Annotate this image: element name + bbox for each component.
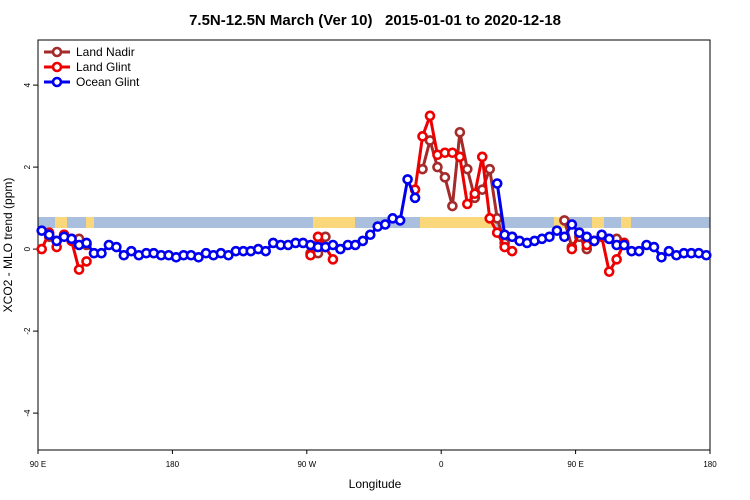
y-tick-label: -4 (23, 409, 32, 417)
series (36, 174, 712, 263)
ocean-band (38, 217, 710, 228)
data-point (574, 227, 585, 238)
data-point (551, 225, 563, 236)
data-point (350, 239, 361, 251)
data-point (417, 131, 428, 142)
data-point (223, 249, 234, 261)
data-point (312, 231, 324, 243)
data-point (394, 215, 406, 226)
data-point (559, 231, 570, 243)
data-point (439, 172, 451, 183)
x-tick-label: 0 (439, 460, 444, 469)
data-point (111, 241, 122, 253)
data-point (462, 163, 473, 175)
data-point (618, 239, 630, 251)
data-point (66, 233, 77, 245)
data-point (544, 231, 555, 243)
data-point (603, 266, 615, 277)
data-point (402, 174, 413, 185)
legend-marker (51, 61, 63, 73)
data-point (43, 229, 55, 241)
data-point (596, 229, 608, 241)
data-point (499, 241, 510, 253)
x-tick-label: 180 (166, 460, 180, 469)
x-axis-label: Longitude (349, 477, 402, 491)
data-point (81, 237, 92, 249)
data-point (81, 256, 92, 267)
data-point (447, 200, 458, 212)
data-point (409, 192, 421, 204)
x-tick-label: 90 E (30, 460, 46, 469)
x-tick-label: 90 E (567, 460, 583, 469)
data-point (424, 110, 436, 122)
legend-label: Land Glint (76, 60, 131, 74)
plot-frame (37, 39, 711, 451)
land-patch (313, 217, 355, 228)
data-point (327, 239, 339, 251)
data-point (193, 251, 204, 263)
data-point (566, 219, 578, 230)
data-point (118, 249, 130, 261)
legend-label: Ocean Glint (76, 75, 140, 89)
data-point (96, 247, 107, 259)
data-point (462, 198, 473, 210)
data-point (663, 245, 675, 257)
y-tick-label: 2 (23, 164, 32, 169)
y-tick-label: 4 (23, 82, 32, 87)
land-patch (420, 217, 496, 228)
data-point (260, 245, 272, 257)
data-point (656, 251, 667, 263)
data-point (700, 249, 712, 261)
legend-marker (51, 76, 63, 88)
land-patch (55, 217, 67, 228)
data-point (484, 163, 496, 175)
land-patch (592, 217, 604, 228)
x-tick-label: 90 W (297, 460, 316, 469)
data-point (469, 188, 481, 200)
data-point (611, 254, 622, 265)
data-point (491, 178, 503, 189)
data-point (305, 249, 316, 261)
data-point (559, 215, 570, 226)
data-point (327, 254, 339, 265)
data-point (603, 233, 615, 245)
data-point (454, 151, 466, 163)
y-axis-label: XCO2 - MLO trend (ppm) (1, 178, 15, 313)
data-point (379, 219, 391, 230)
data-point (588, 235, 600, 247)
data-point (126, 245, 137, 257)
data-point (447, 147, 458, 159)
data-point (357, 235, 369, 247)
data-point (73, 264, 85, 275)
data-point (364, 229, 376, 241)
data-point (36, 243, 48, 255)
data-point (335, 243, 346, 255)
land-patch (621, 217, 631, 228)
data-point (581, 231, 593, 243)
data-point (51, 235, 62, 247)
data-point (566, 243, 578, 255)
y-tick-label: -2 (23, 327, 32, 335)
land-patch (86, 217, 94, 228)
x-tick-label: 180 (703, 460, 717, 469)
y-tick-label: 0 (23, 246, 32, 251)
data-point (633, 245, 645, 257)
data-point (432, 161, 443, 173)
data-point (506, 231, 518, 243)
data-point (454, 126, 466, 138)
data-point (484, 213, 496, 224)
chart-title: 7.5N-12.5N March (Ver 10) 2015-01-01 to … (189, 12, 561, 29)
data-point (476, 151, 488, 163)
legend-label: Land Nadir (76, 45, 135, 59)
legend-marker (51, 46, 63, 58)
data-point (506, 245, 518, 257)
data-point (648, 241, 660, 253)
data-point (36, 225, 48, 236)
